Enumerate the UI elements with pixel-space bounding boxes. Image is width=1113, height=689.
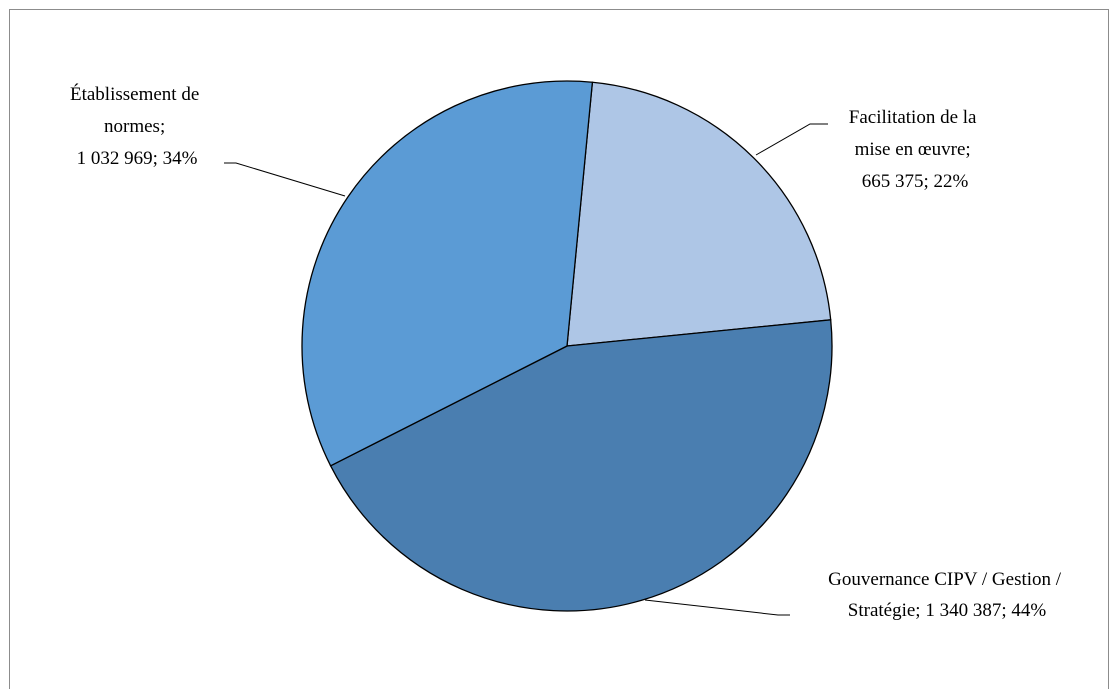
slice-facilitation: [566, 81, 832, 347]
label-facilitation-line-3: 665 375; 22%: [862, 171, 969, 192]
leader-line-facilitation: [755, 123, 828, 156]
label-etablissement: Établissement de normes; 1 032 969; 34%: [70, 83, 204, 169]
pie-chart: Facilitation de la mise en œuvre; 665 37…: [70, 80, 1066, 621]
label-facilitation-line-2: mise en œuvre;: [855, 139, 971, 160]
label-etablissement-line-2: normes;: [104, 116, 165, 137]
leader-line-gouvernance: [644, 599, 790, 616]
label-gouvernance: Gouvernance CIPV / Gestion / Stratégie; …: [828, 569, 1066, 621]
leader-lines: [224, 123, 828, 616]
label-facilitation-line-1: Facilitation de la: [849, 107, 977, 128]
label-gouvernance-line-2: Stratégie; 1 340 387; 44%: [848, 600, 1047, 621]
slice-gouvernance: [329, 319, 833, 612]
label-etablissement-line-3: 1 032 969; 34%: [77, 148, 198, 169]
label-facilitation: Facilitation de la mise en œuvre; 665 37…: [849, 107, 981, 192]
leader-line-etablissement: [224, 162, 346, 197]
label-gouvernance-line-1: Gouvernance CIPV / Gestion /: [828, 569, 1062, 590]
pie-slices: [301, 80, 833, 612]
slice-etablissement: [301, 80, 594, 467]
label-etablissement-line-1: Établissement de: [70, 83, 199, 105]
